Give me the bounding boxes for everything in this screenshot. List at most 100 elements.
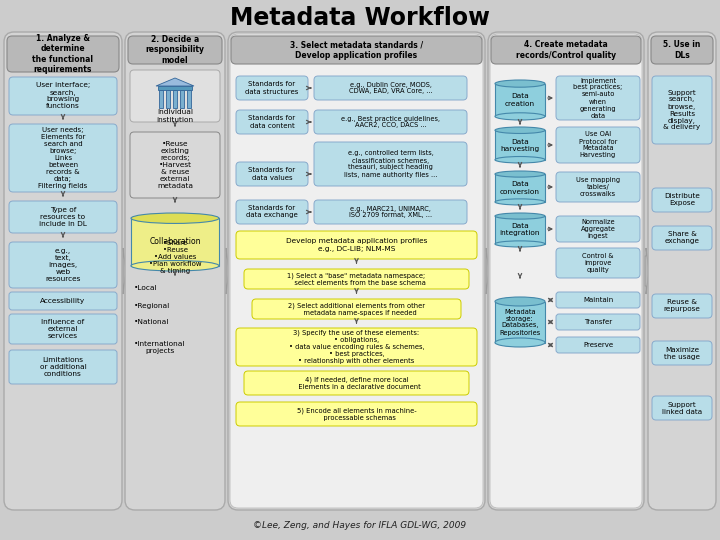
FancyBboxPatch shape: [314, 110, 467, 134]
FancyBboxPatch shape: [236, 328, 477, 366]
Ellipse shape: [495, 241, 545, 247]
FancyBboxPatch shape: [9, 314, 117, 344]
Text: •International
projects: •International projects: [134, 341, 186, 354]
Polygon shape: [226, 248, 229, 294]
FancyBboxPatch shape: [4, 32, 122, 510]
Text: Standards for
data content: Standards for data content: [248, 116, 296, 129]
Polygon shape: [645, 248, 649, 294]
Text: User interface;
search,
browsing
functions: User interface; search, browsing functio…: [36, 83, 90, 110]
Text: •Regional: •Regional: [134, 303, 170, 309]
FancyBboxPatch shape: [648, 32, 716, 510]
Text: Preserve: Preserve: [583, 342, 613, 348]
Polygon shape: [156, 78, 194, 86]
FancyBboxPatch shape: [556, 248, 640, 278]
FancyBboxPatch shape: [652, 76, 712, 144]
Text: Maintain: Maintain: [583, 297, 613, 303]
FancyBboxPatch shape: [314, 76, 467, 100]
FancyBboxPatch shape: [236, 110, 308, 134]
Ellipse shape: [131, 213, 219, 224]
FancyBboxPatch shape: [651, 36, 713, 64]
Text: Standards for
data values: Standards for data values: [248, 167, 296, 180]
FancyBboxPatch shape: [556, 337, 640, 353]
Polygon shape: [123, 248, 126, 294]
Bar: [131, 218, 219, 266]
Bar: [495, 216, 545, 244]
FancyBboxPatch shape: [556, 314, 640, 330]
Text: Support
search,
browse,
Results
display,
& delivery: Support search, browse, Results display,…: [663, 90, 701, 131]
Text: Support
linked data: Support linked data: [662, 402, 702, 415]
Ellipse shape: [495, 213, 545, 219]
Text: 4. Create metadata
records/Control quality: 4. Create metadata records/Control quali…: [516, 40, 616, 60]
Ellipse shape: [495, 113, 545, 120]
Bar: [180, 90, 184, 108]
Text: Data
conversion: Data conversion: [500, 181, 540, 194]
FancyBboxPatch shape: [556, 76, 640, 120]
Text: e.g., controlled term lists,
classification schemes,
thesauri, subject heading
l: e.g., controlled term lists, classificat…: [344, 151, 437, 178]
FancyBboxPatch shape: [128, 36, 222, 64]
Bar: [495, 301, 545, 342]
FancyBboxPatch shape: [652, 341, 712, 365]
Text: Standards for
data structures: Standards for data structures: [246, 82, 299, 94]
FancyBboxPatch shape: [244, 269, 469, 289]
Text: Maximize
the usage: Maximize the usage: [664, 347, 700, 360]
FancyBboxPatch shape: [491, 36, 641, 64]
FancyBboxPatch shape: [488, 32, 644, 510]
Ellipse shape: [495, 157, 545, 163]
Text: e.g., Best practice guidelines,
AACR2, CCO, DACS ...: e.g., Best practice guidelines, AACR2, C…: [341, 116, 440, 129]
FancyBboxPatch shape: [9, 242, 117, 288]
Text: Collaboration: Collaboration: [149, 238, 201, 246]
Text: Distribute
Expose: Distribute Expose: [664, 193, 700, 206]
Text: 1) Select a "base" metadata namespace;
   select elements from the base schema: 1) Select a "base" metadata namespace; s…: [287, 272, 426, 286]
Text: Type of
resources to
include in DL: Type of resources to include in DL: [39, 207, 87, 227]
Text: Influence of
external
services: Influence of external services: [41, 319, 85, 339]
FancyBboxPatch shape: [9, 124, 117, 192]
Text: e.g., Dublin Core, MODS,
CDWA, EAD, VRA Core, ...: e.g., Dublin Core, MODS, CDWA, EAD, VRA …: [348, 82, 432, 94]
FancyBboxPatch shape: [652, 294, 712, 318]
FancyBboxPatch shape: [236, 76, 308, 100]
Text: Limitations
or additional
conditions: Limitations or additional conditions: [40, 357, 86, 377]
FancyBboxPatch shape: [652, 188, 712, 212]
Text: Use OAI
Protocol for
Metadata
Harvesting: Use OAI Protocol for Metadata Harvesting: [579, 132, 617, 159]
FancyBboxPatch shape: [9, 350, 117, 384]
Text: 3) Specify the use of these elements:
• obligations,
• data value encoding rules: 3) Specify the use of these elements: • …: [289, 330, 424, 364]
Text: •Local: •Local: [134, 285, 158, 291]
Text: Data
harvesting: Data harvesting: [500, 138, 539, 152]
Text: Implement
best practices;
semi-auto
when
generating
data: Implement best practices; semi-auto when…: [573, 78, 623, 118]
FancyBboxPatch shape: [7, 36, 119, 72]
Bar: [495, 174, 545, 202]
Bar: [158, 86, 192, 90]
FancyBboxPatch shape: [244, 371, 469, 395]
Text: Standards for
data exchange: Standards for data exchange: [246, 206, 298, 219]
Text: 1. Analyze &
determine
the functional
requirements: 1. Analyze & determine the functional re…: [32, 34, 94, 74]
FancyBboxPatch shape: [236, 162, 308, 186]
Text: 5) Encode all elements in machine-
   processable schemas: 5) Encode all elements in machine- proce…: [297, 407, 416, 421]
Text: Accessibility: Accessibility: [40, 298, 86, 304]
FancyBboxPatch shape: [556, 292, 640, 308]
Ellipse shape: [495, 338, 545, 347]
FancyBboxPatch shape: [314, 142, 467, 186]
Bar: [187, 90, 191, 108]
FancyBboxPatch shape: [236, 200, 308, 224]
Text: Share &
exchange: Share & exchange: [665, 232, 700, 245]
Text: Normalize
Aggregate
Ingest: Normalize Aggregate Ingest: [580, 219, 616, 239]
Ellipse shape: [495, 199, 545, 205]
Text: Control &
improve
quality: Control & improve quality: [582, 253, 613, 273]
Ellipse shape: [131, 261, 219, 271]
FancyBboxPatch shape: [9, 77, 117, 115]
Text: Metadata
storage:
Databases,
Repositories: Metadata storage: Databases, Repositorie…: [500, 308, 541, 335]
Text: 4) If needed, define more local
   Elements in a declarative document: 4) If needed, define more local Elements…: [292, 376, 421, 390]
Bar: [159, 90, 163, 108]
FancyBboxPatch shape: [236, 402, 477, 426]
FancyBboxPatch shape: [556, 127, 640, 163]
Text: ©Lee, Zeng, and Hayes for IFLA GDL-WG, 2009: ©Lee, Zeng, and Hayes for IFLA GDL-WG, 2…: [253, 522, 467, 530]
Text: Develop metadata application profiles
e.g., DC-LIB; NLM-MS: Develop metadata application profiles e.…: [286, 239, 427, 252]
Bar: [173, 90, 177, 108]
FancyBboxPatch shape: [556, 172, 640, 202]
FancyBboxPatch shape: [652, 226, 712, 250]
FancyBboxPatch shape: [652, 396, 712, 420]
Polygon shape: [486, 248, 489, 294]
FancyBboxPatch shape: [231, 36, 482, 64]
Text: 2) Select additional elements from other
   metadata name-spaces if needed: 2) Select additional elements from other…: [288, 302, 425, 316]
FancyBboxPatch shape: [9, 292, 117, 310]
Ellipse shape: [495, 297, 545, 306]
